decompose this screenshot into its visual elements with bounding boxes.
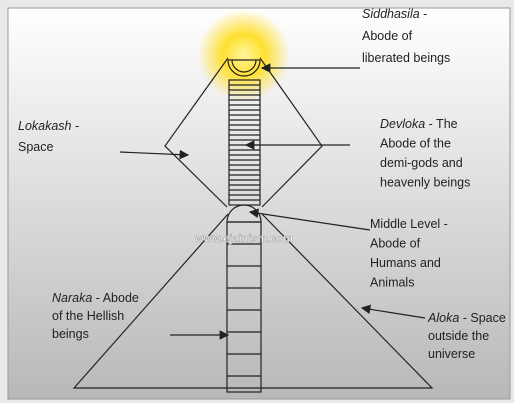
label-heading: Middle Level - — [370, 217, 448, 231]
label-text: - — [72, 119, 80, 133]
label-line: demi-gods and — [380, 156, 463, 170]
label-text: - Space — [459, 311, 506, 325]
label-line: Space — [18, 140, 53, 154]
label-text: Middle Level - — [370, 217, 448, 231]
label-text: - Abode — [92, 291, 139, 305]
label-line: Animals — [370, 276, 414, 290]
label-heading: Devloka - The — [380, 117, 458, 131]
label-line: Humans and — [370, 256, 441, 270]
label-line: Abode of the — [380, 137, 451, 151]
label-name: Aloka — [427, 311, 459, 325]
label-line: Abode of — [370, 237, 421, 251]
watermark: www.ejainism.com — [194, 233, 293, 245]
label-line: universe — [428, 347, 475, 361]
label-heading: Naraka - Abode — [52, 291, 139, 305]
label-text: - The — [425, 117, 457, 131]
label-name: Lokakash — [18, 119, 72, 133]
label-text: - — [420, 7, 428, 21]
diagram: www.ejainism.com Siddhasila -Abode oflib… — [0, 0, 514, 403]
label-name: Siddhasila — [362, 7, 420, 21]
label-heading: Aloka - Space — [427, 311, 506, 325]
label-line: heavenly beings — [380, 176, 470, 190]
label-line: beings — [52, 327, 89, 341]
label-line: Abode of — [362, 29, 413, 43]
label-line: liberated beings — [362, 51, 450, 65]
label-name: Devloka — [380, 117, 425, 131]
label-heading: Siddhasila - — [362, 7, 427, 21]
sun — [198, 9, 290, 101]
label-line: of the Hellish — [52, 309, 124, 323]
label-name: Naraka — [52, 291, 92, 305]
label-heading: Lokakash - — [18, 119, 79, 133]
label-line: outside the — [428, 329, 489, 343]
